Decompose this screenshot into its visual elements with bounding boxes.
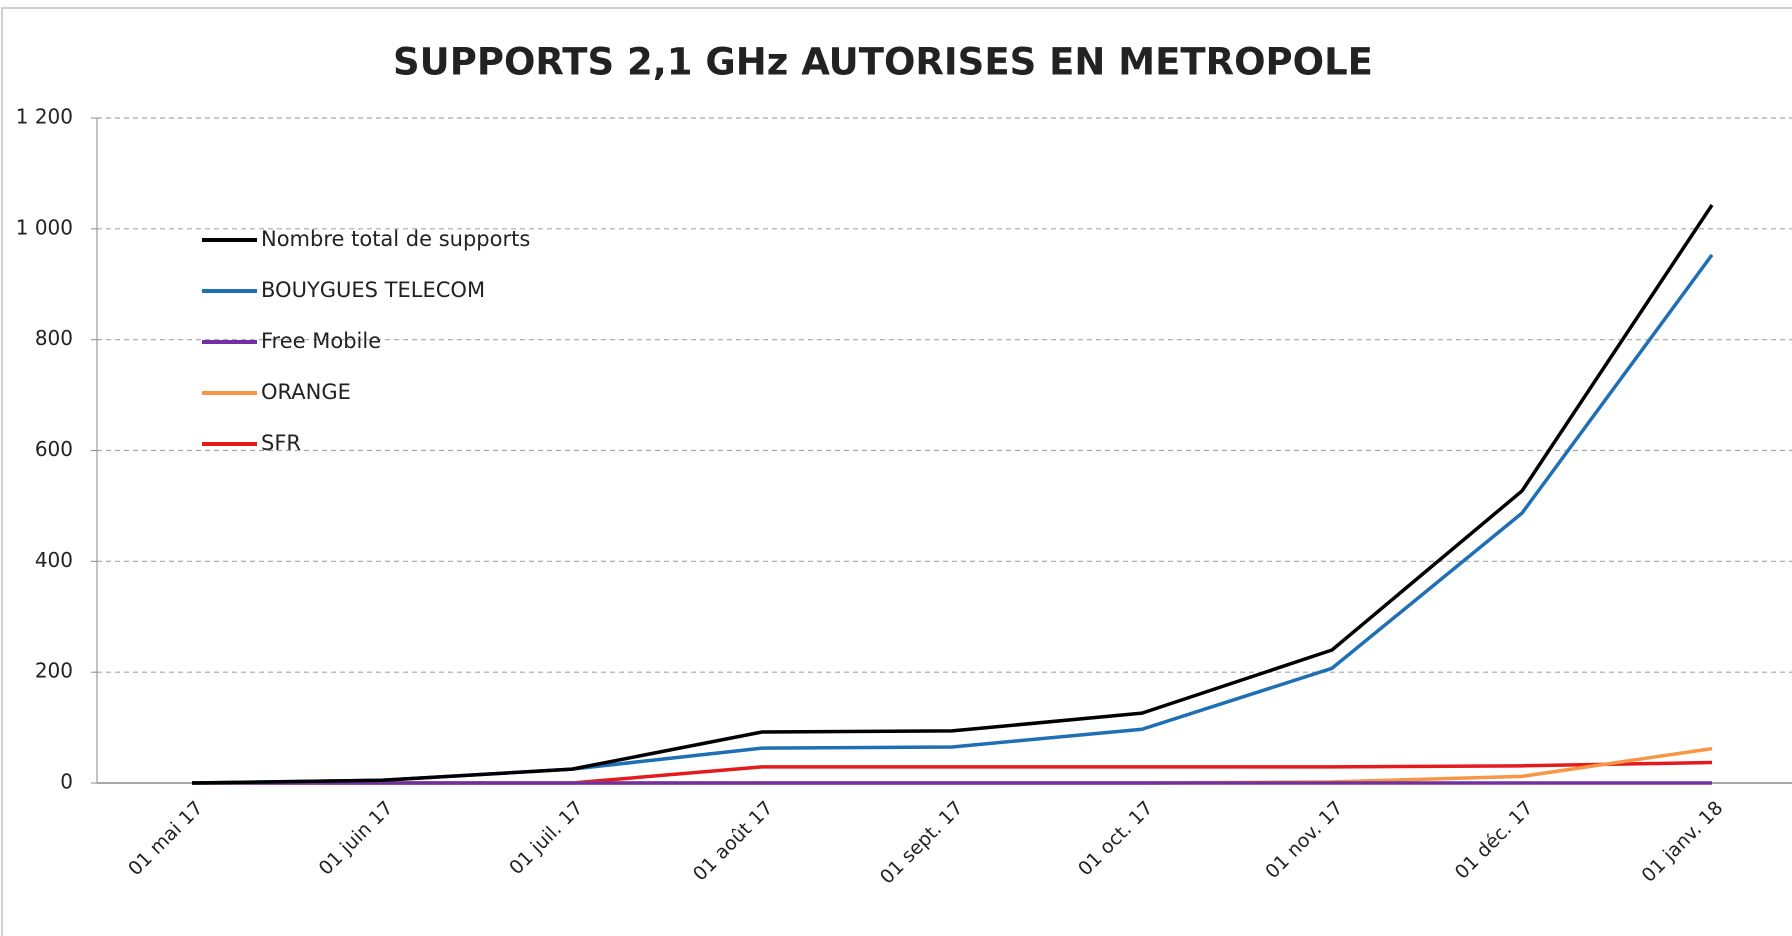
legend-label: BOUYGUES TELECOM: [261, 278, 485, 302]
y-tick-label: 600: [35, 437, 73, 461]
legend-label: Nombre total de supports: [261, 227, 530, 251]
y-tick-label: 800: [35, 326, 73, 350]
legend-label: SFR: [261, 431, 301, 455]
y-tick-label: 400: [35, 548, 73, 572]
series-line: [191, 204, 1714, 785]
legend-label: Free Mobile: [261, 329, 381, 353]
y-tick-label: 1 000: [16, 215, 73, 239]
chart-title: SUPPORTS 2,1 GHz AUTORISES EN METROPOLE: [393, 41, 1373, 84]
chart-border: [1, 7, 1792, 936]
legend-label: ORANGE: [261, 380, 351, 404]
y-tick-label: 0: [60, 770, 73, 794]
y-tick-label: 1 200: [16, 105, 73, 129]
y-tick-label: 200: [35, 659, 73, 683]
